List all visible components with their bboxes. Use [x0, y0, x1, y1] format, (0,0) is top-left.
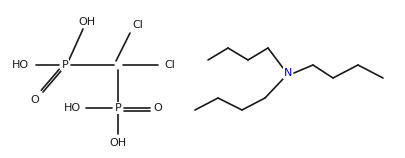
- Text: P: P: [114, 103, 121, 113]
- Text: Cl: Cl: [132, 20, 143, 30]
- Text: O: O: [153, 103, 162, 113]
- Text: OH: OH: [109, 138, 126, 148]
- Text: HO: HO: [11, 60, 28, 70]
- Text: P: P: [62, 60, 68, 70]
- Text: OH: OH: [78, 17, 95, 27]
- Text: O: O: [30, 95, 39, 105]
- Text: N: N: [283, 68, 292, 78]
- Text: HO: HO: [63, 103, 80, 113]
- Text: Cl: Cl: [164, 60, 175, 70]
